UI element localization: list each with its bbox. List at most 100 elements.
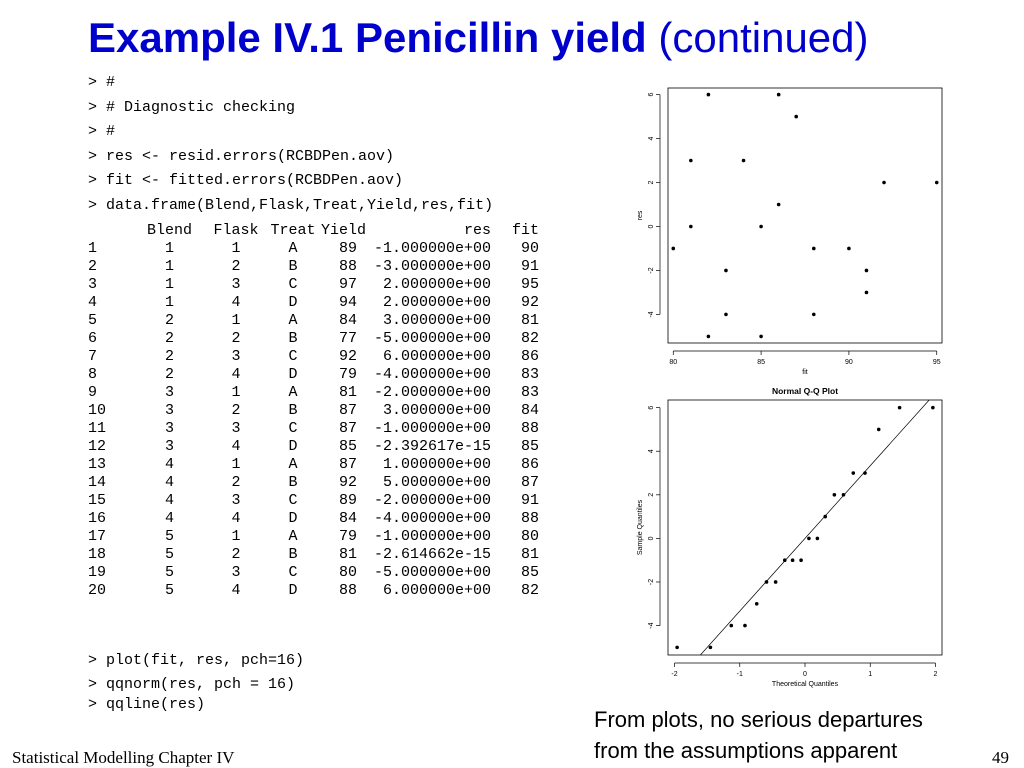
- table-cell: 3: [164, 384, 174, 401]
- table-cell: 95: [520, 276, 539, 293]
- slide-footer: Statistical Modelling Chapter IV: [12, 748, 235, 767]
- data-point: [689, 158, 693, 163]
- table-header-row: Blend Flask Treat Yield res fit: [88, 222, 539, 240]
- table-cell: 83: [520, 366, 539, 383]
- x-tick-label: 85: [757, 359, 765, 366]
- table-cell: 87: [338, 420, 357, 437]
- data-point: [675, 645, 679, 650]
- x-tick-label: 80: [669, 359, 677, 366]
- data-point: [807, 536, 811, 541]
- y-tick-label: 6: [648, 406, 655, 410]
- table-cell: -2.392617e-15: [373, 438, 491, 455]
- code-line: > fit <- fitted.errors(RCBDPen.aov): [88, 172, 404, 189]
- table-cell: 3: [164, 402, 174, 419]
- table-cell: -4.000000e+00: [373, 366, 491, 383]
- table-cell: 1: [231, 456, 241, 473]
- table-cell: 19: [88, 564, 107, 581]
- y-tick-label: -4: [648, 311, 655, 317]
- table-cell: 1: [164, 240, 174, 257]
- table-cell: 92: [520, 294, 539, 311]
- y-axis-label: res: [637, 210, 644, 220]
- table-cell: 80: [520, 528, 539, 545]
- table-cell: 79: [338, 366, 357, 383]
- table-header-cell: res: [463, 222, 491, 239]
- data-point: [823, 514, 828, 519]
- data-point: [811, 312, 816, 317]
- table-cell: 89: [338, 240, 357, 257]
- x-tick-label: 0: [803, 671, 807, 678]
- table-cell: 5: [164, 528, 174, 545]
- table-cell: -2.000000e+00: [373, 492, 491, 509]
- table-header-cell: Treat: [270, 222, 316, 239]
- table-cell: 4: [231, 294, 241, 311]
- table-cell: 6: [88, 330, 98, 347]
- y-axis-label: Sample Quantiles: [637, 499, 644, 555]
- table-cell: D: [288, 582, 298, 599]
- x-tick-label: -2: [671, 671, 677, 678]
- data-point: [776, 202, 781, 207]
- table-cell: 2.000000e+00: [382, 276, 491, 293]
- table-cell: 4: [231, 582, 241, 599]
- table-cell: 2: [164, 312, 174, 329]
- x-tick-label: 1: [868, 671, 872, 678]
- table-cell: 81: [338, 384, 357, 401]
- table-cell: 85: [520, 438, 539, 455]
- table-cell: 82: [520, 330, 539, 347]
- table-cell: 1: [231, 240, 241, 257]
- table-cell: A: [288, 312, 298, 329]
- table-cell: D: [288, 366, 298, 383]
- slide-title-main: Example IV.1 Penicillin yield: [88, 14, 647, 61]
- y-tick-label: 0: [648, 224, 655, 228]
- table-cell: C: [288, 564, 298, 581]
- table-cell: 4: [231, 438, 241, 455]
- table-cell: 85: [338, 438, 357, 455]
- table-cell: B: [288, 258, 298, 275]
- data-point: [776, 92, 781, 97]
- data-point: [863, 471, 867, 475]
- code-line: > #: [88, 123, 116, 140]
- table-cell: 88: [338, 258, 357, 275]
- table-cell: C: [288, 276, 298, 293]
- code-line: > plot(fit, res, pch=16): [88, 652, 305, 669]
- table-cell: 87: [520, 474, 539, 491]
- table-cell: 92: [338, 474, 357, 491]
- table-cell: 91: [520, 492, 539, 509]
- data-point: [864, 268, 869, 273]
- table-cell: 3: [231, 420, 241, 437]
- table-cell: 2: [164, 348, 174, 365]
- table-cell: 2.000000e+00: [382, 294, 491, 311]
- table-cell: 86: [520, 348, 539, 365]
- table-cell: -5.000000e+00: [373, 330, 491, 347]
- table-cell: 3.000000e+00: [382, 312, 491, 329]
- table-cell: 2: [231, 402, 241, 419]
- table-cell: 3: [231, 348, 241, 365]
- table-cell: 87: [338, 402, 357, 419]
- table-cell: 87: [338, 456, 357, 473]
- table-header-cell: Flask: [213, 222, 259, 239]
- page-number: 49: [992, 748, 1009, 767]
- y-tick-label: -2: [648, 267, 655, 273]
- table-cell: -3.000000e+00: [373, 258, 491, 275]
- table-cell: 3: [88, 276, 98, 293]
- data-point: [934, 180, 939, 185]
- table-header-cell: Blend: [146, 222, 192, 239]
- table-cell: 86: [520, 456, 539, 473]
- qq-reference-line: [700, 399, 930, 656]
- table-cell: A: [288, 384, 298, 401]
- table-header-cell: [88, 222, 132, 240]
- y-tick-label: 2: [648, 180, 655, 184]
- code-line: > qqnorm(res, pch = 16): [88, 676, 296, 693]
- table-cell: D: [288, 438, 298, 455]
- table-cell: 10: [88, 402, 107, 419]
- code-line: > res <- resid.errors(RCBDPen.aov): [88, 147, 395, 165]
- table-row: 15 4 3 C 89 -2.000000e+00 91: [88, 492, 539, 510]
- data-point: [706, 334, 711, 339]
- table-cell: 13: [88, 456, 107, 473]
- table-cell: 15: [88, 492, 107, 509]
- table-row: 19 5 3 C 80 -5.000000e+00 85: [88, 564, 539, 582]
- table-cell: 16: [88, 510, 107, 527]
- data-point: [931, 405, 935, 410]
- code-line: > qqline(res): [88, 696, 206, 713]
- table-cell: 77: [338, 330, 357, 347]
- table-cell: 2: [164, 330, 174, 347]
